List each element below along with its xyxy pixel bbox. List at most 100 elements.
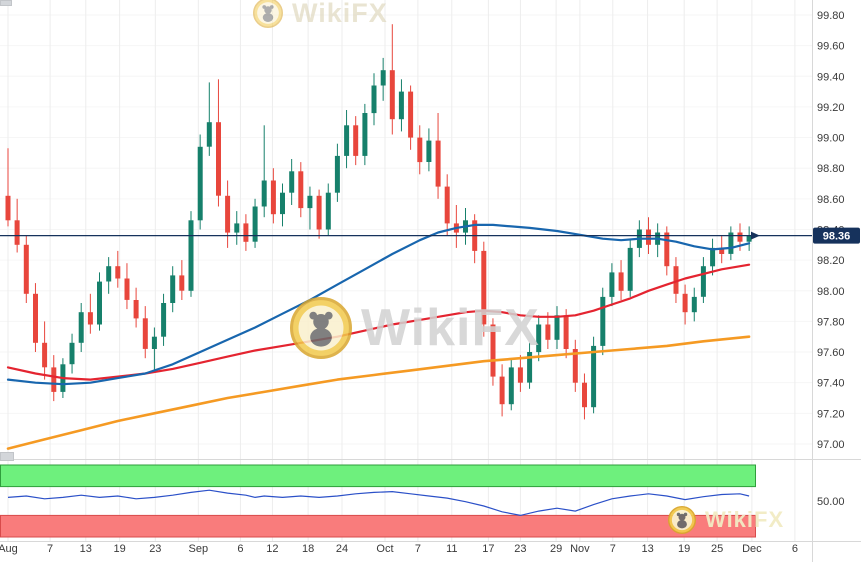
y-axis-label: 98.20 <box>817 255 845 267</box>
candle-body <box>545 324 551 340</box>
y-axis-label: 97.00 <box>817 439 845 451</box>
candle-body <box>490 324 496 377</box>
candle-body <box>600 296 606 346</box>
x-axis-label: 29 <box>550 543 562 555</box>
x-axis-label: 24 <box>336 543 348 555</box>
y-axis-label: 98.00 <box>817 286 845 298</box>
candle-body <box>737 232 743 242</box>
x-axis-label: 7 <box>610 543 616 555</box>
ma-layer <box>6 223 751 450</box>
indicator-pane-handle[interactable] <box>0 452 14 461</box>
x-axis-label: 25 <box>711 543 723 555</box>
candle-body <box>179 275 185 291</box>
x-axis-label: Dec <box>742 543 762 555</box>
candle-body <box>746 235 752 242</box>
candle-body <box>380 70 386 86</box>
candle-body <box>344 125 350 156</box>
candle-body <box>646 229 651 245</box>
y-axis-label: 99.80 <box>817 10 845 22</box>
x-axis-label: Sep <box>189 543 209 555</box>
y-axis-label: 99.00 <box>817 133 845 145</box>
y-axis-label: 98.80 <box>817 163 845 175</box>
candle-body <box>42 342 48 368</box>
candle-body <box>527 352 533 383</box>
candle-body <box>408 91 414 138</box>
candle-body <box>270 180 276 215</box>
candle-body <box>206 122 212 147</box>
price-line-layer <box>0 231 812 240</box>
candle-body <box>426 140 432 162</box>
candles-layer <box>5 24 752 420</box>
candle-body <box>517 367 523 383</box>
x-axis-label: 13 <box>641 543 653 555</box>
y-axis-label: 97.80 <box>817 316 845 328</box>
candle-body <box>710 247 716 267</box>
candle-body <box>289 171 295 193</box>
x-axis-label: 6 <box>237 543 243 555</box>
candle-body <box>700 266 706 297</box>
candle-body <box>435 140 441 187</box>
candle-body <box>362 113 368 156</box>
candle-body <box>161 303 167 337</box>
candle-body <box>243 223 249 242</box>
y-axis-label: 97.60 <box>817 347 845 359</box>
candle-body <box>252 206 258 242</box>
candle-body <box>673 266 679 294</box>
candle-body <box>33 293 38 343</box>
x-axis-label: 23 <box>514 543 526 555</box>
y-axis-label: 97.20 <box>817 408 845 420</box>
x-axis-label: 7 <box>415 543 421 555</box>
x-axis-label: Oct <box>376 543 393 555</box>
candle-body <box>78 312 84 343</box>
candle-body <box>298 171 304 209</box>
candle-body <box>691 296 697 313</box>
candle-body <box>609 272 615 297</box>
candle-body <box>563 315 569 349</box>
x-axis-label: 19 <box>114 543 126 555</box>
x-axis-label: 6 <box>792 543 798 555</box>
blue-ma <box>6 223 751 386</box>
candle-body <box>142 318 148 349</box>
oversold-band <box>0 514 756 538</box>
candle-body <box>627 247 633 291</box>
y-axis-label: 98.60 <box>817 194 845 206</box>
candle-body <box>508 367 514 405</box>
x-axis-label: Nov <box>570 543 590 555</box>
candle-body <box>325 192 331 230</box>
candle-body <box>106 266 112 282</box>
candle-body <box>618 272 624 291</box>
x-axis-label: 7 <box>47 543 53 555</box>
candle-body <box>188 220 194 291</box>
candle-body <box>554 315 560 340</box>
candle-body <box>582 382 587 408</box>
candle-body <box>225 195 231 233</box>
candle-body <box>444 186 450 224</box>
candle-body <box>719 247 725 254</box>
candle-body <box>170 275 176 303</box>
price-arrow-icon <box>751 231 760 240</box>
orange-ma <box>6 335 751 450</box>
candle-body <box>728 232 734 254</box>
candle-body <box>572 349 578 383</box>
price-tag <box>813 227 860 244</box>
x-axis-label: 11 <box>446 543 457 555</box>
candle-body <box>261 180 267 207</box>
candle-body <box>371 85 377 114</box>
candle-body <box>23 244 29 294</box>
chart-pane-handle[interactable] <box>0 0 12 6</box>
candle-body <box>398 91 404 120</box>
overbought-band <box>0 464 756 488</box>
candle-body <box>417 137 423 163</box>
candle-body <box>353 125 359 156</box>
candle-body <box>87 312 93 325</box>
y-axis-label: 99.20 <box>817 102 845 114</box>
y-axis-label: 97.40 <box>817 378 845 390</box>
axis-layer[interactable]: 99.8099.6099.4099.2099.0098.8098.6098.40… <box>0 10 860 555</box>
price-tag-label: 98.36 <box>823 231 851 243</box>
candle-body <box>307 195 313 209</box>
candle-body <box>664 232 670 267</box>
candle-body <box>682 293 688 313</box>
